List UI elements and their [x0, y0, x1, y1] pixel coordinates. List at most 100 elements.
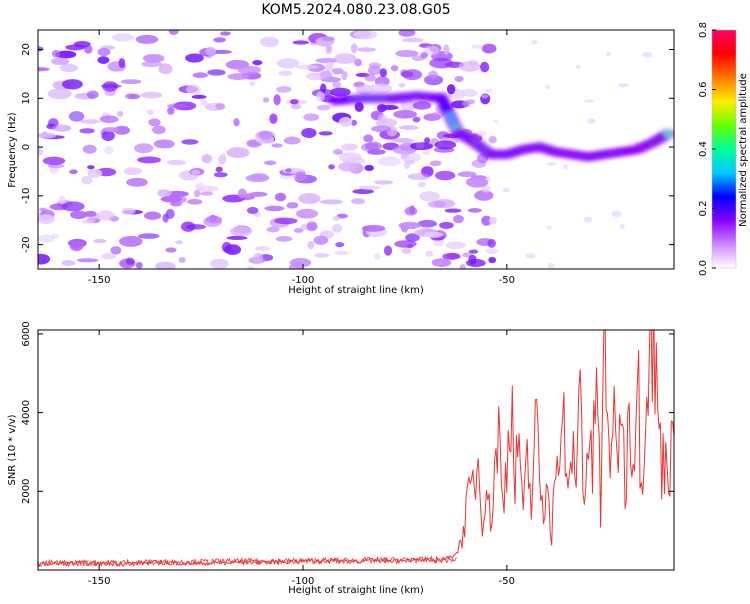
noise-speckle — [224, 244, 242, 255]
noise-speckle — [160, 195, 183, 203]
noise-speckle — [69, 169, 78, 175]
noise-speckle — [485, 176, 491, 182]
noise-speckle — [240, 192, 259, 198]
noise-speckle — [146, 109, 155, 115]
noise-speckle — [81, 219, 95, 224]
noise-speckle — [305, 72, 330, 81]
noise-speckle — [68, 111, 85, 122]
noise-speckle — [357, 47, 377, 52]
noise-speckle — [187, 198, 203, 205]
noise-speckle — [152, 125, 166, 135]
noise-speckle — [364, 73, 376, 82]
noise-speckle — [584, 99, 595, 103]
noise-speckle — [140, 91, 163, 99]
noise-speckle — [70, 210, 88, 220]
noise-speckle — [207, 69, 226, 76]
noise-speckle — [417, 181, 426, 188]
noise-speckle — [138, 233, 160, 239]
noise-speckle — [481, 94, 489, 99]
noise-speckle — [266, 226, 280, 233]
noise-speckle — [547, 162, 557, 166]
noise-speckle — [457, 171, 477, 178]
spectrogram-y-axis-label: Frequency (Hz) — [7, 112, 18, 188]
noise-speckle — [104, 146, 114, 154]
noise-speckle — [278, 70, 293, 77]
x-tick-label: -100 — [292, 576, 315, 587]
noise-speckle — [60, 63, 78, 73]
noise-speckle — [338, 162, 358, 172]
noise-speckle — [377, 156, 401, 167]
snr-y-axis-label: SNR (10 * v/v) — [7, 414, 18, 485]
noise-speckle — [488, 217, 497, 225]
noise-speckle — [38, 132, 57, 139]
noise-speckle — [38, 214, 55, 225]
colorbar-tick-label: 0.4 — [698, 141, 709, 157]
noise-speckle — [403, 159, 411, 170]
noise-speckle — [113, 125, 131, 135]
noise-speckle — [286, 202, 299, 209]
noise-speckle — [100, 84, 122, 89]
noise-speckle — [97, 48, 111, 57]
noise-speckle — [471, 44, 484, 49]
noise-speckle — [233, 118, 240, 127]
noise-speckle — [306, 221, 318, 232]
noise-speckle — [563, 164, 568, 170]
noise-speckle — [227, 73, 250, 80]
y-tick-label: 6000 — [21, 321, 32, 346]
noise-speckle — [157, 189, 172, 198]
noise-speckle — [481, 215, 492, 226]
noise-speckle — [186, 84, 201, 95]
noise-speckle — [167, 106, 175, 115]
noise-speckle — [401, 151, 409, 160]
noise-speckle — [128, 93, 141, 99]
noise-speckle — [293, 227, 304, 233]
x-tick-label: -150 — [88, 275, 111, 286]
noise-speckle — [401, 248, 412, 254]
noise-speckle — [200, 191, 214, 196]
noise-speckle — [331, 223, 343, 233]
noise-speckle — [332, 215, 341, 221]
y-tick-label: 4000 — [21, 400, 32, 425]
noise-speckle — [111, 33, 134, 42]
noise-speckle — [81, 176, 93, 185]
noise-speckle — [330, 87, 351, 97]
noise-speckle — [253, 252, 264, 262]
noise-speckle — [468, 249, 479, 254]
noise-speckle — [488, 135, 497, 144]
noise-speckle — [82, 144, 97, 154]
noise-speckle — [47, 88, 72, 100]
noise-speckle — [276, 86, 292, 93]
y-tick-label: -20 — [21, 236, 32, 252]
noise-speckle — [368, 83, 393, 94]
noise-speckle — [316, 104, 331, 111]
noise-speckle — [258, 130, 273, 140]
noise-speckle — [587, 118, 596, 124]
noise-speckle — [428, 70, 439, 79]
noise-speckle — [493, 119, 499, 124]
noise-speckle — [338, 116, 353, 127]
noise-speckle — [97, 56, 110, 64]
ridge-point — [663, 130, 672, 137]
noise-speckle — [76, 258, 99, 263]
noise-speckle — [353, 30, 378, 40]
snr-frame — [37, 329, 675, 571]
noise-speckle — [200, 98, 208, 106]
noise-speckle — [546, 225, 552, 230]
noise-speckle — [142, 53, 165, 63]
x-tick-label: -50 — [499, 576, 515, 587]
noise-speckle — [79, 128, 95, 134]
noise-speckle — [271, 143, 283, 148]
noise-speckle — [201, 154, 213, 164]
noise-speckle — [502, 187, 510, 193]
noise-speckle — [194, 182, 205, 191]
noise-speckle — [38, 234, 55, 243]
spectrogram-x-axis-label: Height of straight line (km) — [288, 285, 424, 296]
noise-speckle — [332, 67, 344, 75]
noise-speckle — [315, 57, 339, 64]
noise-speckle — [458, 61, 481, 72]
noise-speckle — [318, 131, 333, 136]
noise-speckle — [467, 208, 482, 213]
noise-speckle — [181, 139, 199, 145]
noise-speckle — [335, 241, 345, 248]
noise-speckle — [320, 83, 327, 94]
